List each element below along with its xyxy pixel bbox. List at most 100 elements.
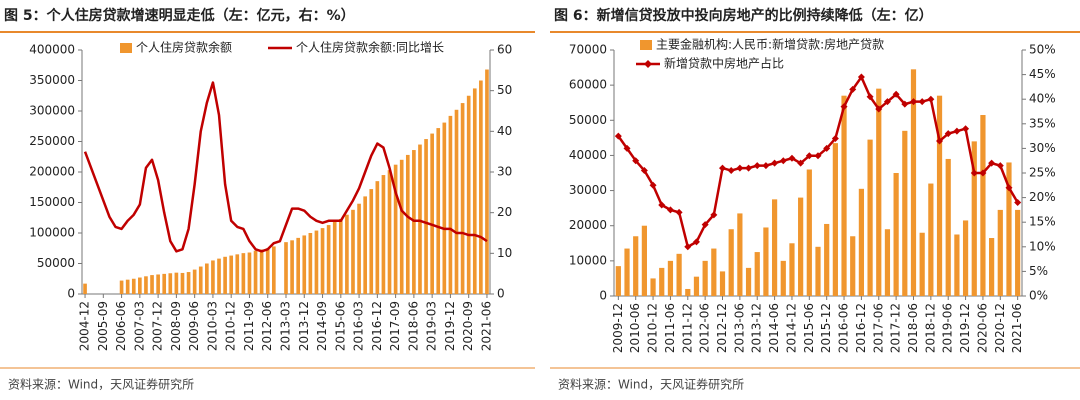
point-marker [892, 90, 900, 98]
bar [399, 159, 404, 294]
bar [436, 128, 441, 294]
bar [936, 95, 943, 296]
x-tick-label: 2007-03 [132, 301, 146, 351]
x-tick-label: 2019-03 [425, 301, 439, 351]
point-marker [962, 125, 970, 133]
y2-tick-label: 0 [497, 287, 505, 301]
point-marker [996, 162, 1004, 170]
bar [326, 225, 331, 294]
bar [971, 141, 977, 296]
bar [138, 277, 142, 294]
point-marker [666, 206, 674, 214]
point-marker [632, 157, 640, 165]
bar [667, 260, 674, 296]
bar [302, 235, 307, 294]
bar [789, 243, 795, 296]
bar [928, 183, 934, 296]
bar [1015, 209, 1021, 296]
x-tick-label: 2017-12 [889, 303, 903, 353]
bar [693, 276, 700, 296]
y-tick-label: 250000 [29, 134, 75, 148]
bar [217, 258, 221, 294]
bar [893, 173, 899, 296]
source-note: 资料来源：Wind，天风证券研究所 [8, 377, 194, 392]
x-tick-label: 2012-06 [260, 301, 274, 351]
bar [806, 169, 812, 296]
bar [156, 274, 160, 294]
bar [205, 263, 209, 294]
bar [241, 253, 246, 294]
legend-swatch [120, 43, 132, 53]
point-marker [745, 164, 753, 172]
bar [290, 240, 294, 294]
bar [624, 248, 630, 296]
point-marker [736, 164, 744, 172]
legend-swatch [640, 40, 652, 50]
y2-tick-label: 0% [1029, 289, 1048, 303]
point-marker [927, 95, 935, 103]
bar [168, 273, 173, 294]
bar [989, 238, 995, 296]
bar [131, 278, 136, 294]
y2-tick-label: 40 [497, 124, 512, 138]
bar [615, 266, 621, 296]
legend-label: 新增贷款中房地产占比 [664, 56, 784, 71]
bar [711, 248, 717, 296]
point-marker [710, 211, 718, 219]
bar [424, 139, 428, 294]
point-marker [692, 238, 700, 246]
bar [754, 252, 760, 296]
x-tick-label: 2009-06 [187, 301, 201, 351]
y-tick-label: 300000 [29, 104, 75, 118]
y2-tick-label: 5% [1029, 264, 1048, 278]
bar [296, 237, 301, 294]
x-tick-label: 2015-12 [819, 303, 833, 353]
x-tick-label: 2013-06 [732, 303, 746, 353]
bar [125, 279, 130, 294]
bar [338, 218, 343, 294]
bar [997, 209, 1003, 296]
x-tick-label: 2020-12 [993, 303, 1007, 353]
bar [798, 197, 804, 296]
x-tick-label: 2008-09 [169, 301, 183, 351]
x-tick-label: 2016-03 [352, 301, 366, 351]
x-tick-label: 2013-12 [750, 303, 764, 353]
bar [919, 232, 925, 296]
bar [685, 288, 691, 296]
bar [320, 228, 325, 294]
x-tick-label: 2013-03 [279, 301, 293, 351]
point-marker [918, 98, 926, 106]
bar [381, 175, 386, 294]
point-marker [701, 221, 709, 229]
point-marker [970, 169, 978, 177]
legend-label: 主要金融机构:人民币:新增贷款:房地产贷款 [656, 37, 884, 52]
y-tick-label: 150000 [29, 195, 75, 209]
bar [884, 229, 891, 296]
y2-tick-label: 50% [1029, 43, 1056, 57]
x-tick-label: 2020-09 [461, 301, 475, 351]
bar [308, 233, 313, 294]
point-marker [779, 157, 787, 165]
point-marker [857, 73, 865, 81]
bar [314, 230, 319, 294]
bar [180, 272, 185, 294]
bar [659, 267, 665, 296]
bar [954, 234, 960, 296]
x-tick-label: 2009-12 [611, 303, 625, 353]
x-tick-label: 2012-12 [715, 303, 729, 353]
line [83, 81, 488, 253]
x-tick-label: 2005-09 [96, 301, 110, 351]
point-marker [805, 152, 813, 160]
bar [485, 69, 489, 295]
y2-tick-label: 25% [1029, 166, 1056, 180]
bar [375, 181, 380, 294]
point-marker [788, 154, 796, 162]
x-tick-label: 2017-06 [871, 303, 885, 353]
x-tick-label: 2020-06 [975, 303, 989, 353]
x-tick-label: 2011-06 [663, 303, 677, 353]
y2-tick-label: 10 [497, 246, 512, 260]
x-tick-label: 2018-06 [406, 301, 420, 351]
point-marker [988, 159, 996, 167]
